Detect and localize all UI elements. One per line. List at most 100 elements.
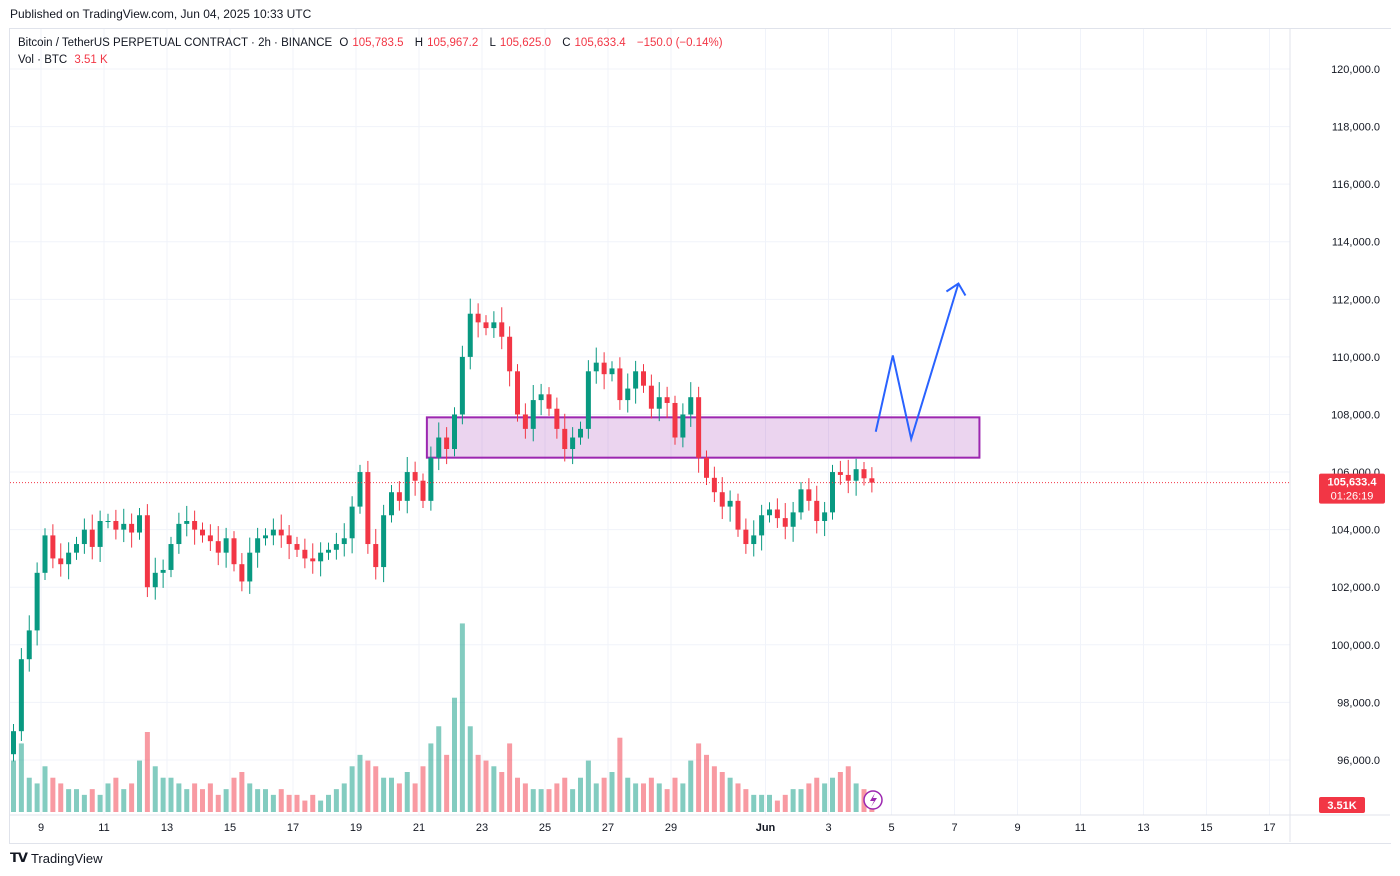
- volume-bar: [270, 794, 276, 812]
- candle-body: [585, 371, 591, 429]
- candle-body: [570, 437, 576, 450]
- volume-bar: [184, 789, 190, 812]
- candle-body: [696, 397, 702, 458]
- volume-bar: [759, 794, 765, 812]
- volume-bar: [515, 777, 520, 812]
- volume-bar: [436, 726, 442, 812]
- symbol-title[interactable]: Bitcoin / TetherUS PERPETUAL CONTRACT · …: [18, 37, 333, 49]
- y-tick-label: 96,000.0: [1337, 755, 1380, 767]
- chart-legend: Bitcoin / TetherUS PERPETUAL CONTRACT · …: [18, 35, 727, 69]
- change-value: −150.0 (−0.14%): [636, 37, 723, 49]
- candle-body: [121, 523, 127, 530]
- candle-body: [806, 489, 812, 501]
- volume-bar: [373, 766, 379, 812]
- volume-bar: [389, 777, 394, 812]
- chart-frame[interactable]: [9, 28, 1391, 844]
- open-label: O: [339, 37, 349, 49]
- volume-bar: [696, 743, 702, 812]
- candle-body: [609, 368, 615, 375]
- candle-body: [26, 630, 32, 660]
- candle-body: [546, 394, 552, 409]
- volume-bar: [223, 789, 229, 812]
- volume-bar: [129, 783, 135, 812]
- y-tick-label: 120,000.0: [1331, 64, 1380, 76]
- volume-bar: [18, 743, 24, 812]
- tradingview-logo-icon[interactable]: 𝗧𝗩: [10, 850, 28, 865]
- volume-bar: [680, 783, 686, 812]
- volume-bar: [845, 766, 851, 812]
- volume-bar: [58, 783, 64, 812]
- candle-body: [381, 515, 387, 568]
- lightning-icon[interactable]: [863, 790, 883, 810]
- volume-bar: [782, 794, 788, 812]
- volume-bar: [444, 754, 450, 812]
- candle-body: [452, 414, 457, 450]
- candle-body: [861, 469, 867, 479]
- candle-body: [538, 394, 544, 401]
- candle-body: [672, 402, 678, 438]
- candle-body: [255, 538, 261, 553]
- volume-bar: [105, 783, 111, 812]
- candle-body: [97, 521, 103, 547]
- y-tick-label: 98,000.0: [1337, 697, 1380, 709]
- volume-badge: [1319, 797, 1365, 813]
- candle-body: [176, 523, 182, 545]
- candle-body: [357, 472, 363, 507]
- volume-bar: [11, 760, 16, 812]
- volume-bar: [688, 760, 694, 812]
- candle-body: [751, 535, 757, 545]
- volume-bar: [467, 726, 473, 812]
- volume-bar: [522, 783, 528, 812]
- volume-bar: [396, 783, 402, 812]
- candle-body: [735, 500, 741, 530]
- volume-bar: [830, 777, 835, 812]
- candle-body: [42, 535, 48, 573]
- y-tick-label: 118,000.0: [1332, 122, 1380, 134]
- candle-body: [688, 397, 694, 415]
- volume-value: 3.51 K: [74, 54, 108, 66]
- volume-bar: [570, 789, 576, 812]
- volume-bar: [144, 732, 150, 812]
- volume-label[interactable]: Vol · BTC: [18, 54, 68, 66]
- footer: 𝗧𝗩 TradingView: [10, 850, 102, 866]
- volume-bar: [483, 760, 489, 812]
- y-tick-label: 102,000.0: [1331, 582, 1380, 594]
- volume-bar: [853, 783, 859, 812]
- volume-bar: [727, 777, 733, 812]
- candle-body: [11, 731, 16, 755]
- candle-body: [467, 313, 473, 357]
- candle-body: [601, 362, 607, 375]
- candle-body: [648, 385, 654, 409]
- brand-name[interactable]: TradingView: [30, 850, 103, 866]
- candle-body: [822, 512, 828, 522]
- arrow-head-icon: [945, 282, 967, 296]
- volume-bar: [74, 789, 79, 812]
- candle-body: [389, 492, 394, 516]
- candle-body: [326, 549, 331, 553]
- volume-bar: [381, 777, 387, 812]
- candle-body: [263, 535, 268, 539]
- x-tick-label: 21: [413, 822, 425, 834]
- candle-body: [641, 371, 646, 386]
- volume-bar: [452, 697, 457, 812]
- volume-bar: [66, 789, 72, 812]
- x-tick-label: 17: [1263, 822, 1275, 834]
- candle-body: [554, 408, 560, 429]
- volume-bar: [593, 783, 599, 812]
- volume-bar: [294, 794, 300, 812]
- candle-body: [475, 313, 481, 323]
- volume-bar: [633, 783, 639, 812]
- volume-bar: [585, 760, 591, 812]
- volume-bar: [767, 794, 772, 812]
- candle-body: [656, 397, 662, 409]
- candle-body: [767, 509, 772, 516]
- candle-body: [184, 521, 190, 524]
- candle-body: [420, 480, 426, 501]
- volume-bar: [263, 789, 268, 812]
- volume-bar: [656, 783, 662, 812]
- volume-bar: [357, 754, 363, 812]
- volume-bar: [822, 783, 828, 812]
- candle-body: [530, 400, 536, 429]
- volume-bar: [215, 794, 221, 812]
